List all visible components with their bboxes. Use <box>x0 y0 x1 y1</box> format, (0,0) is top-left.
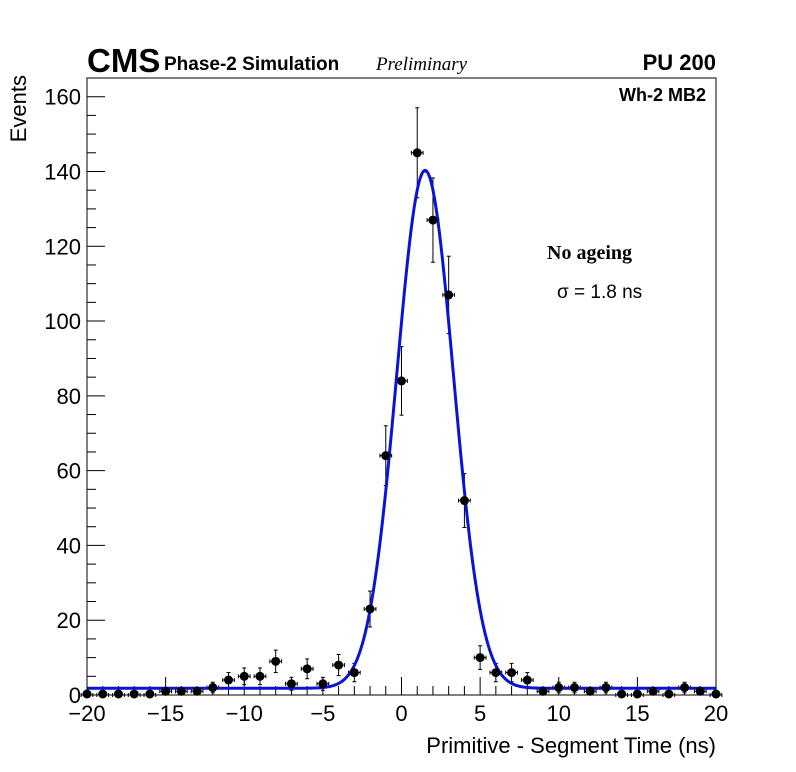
data-point <box>302 664 312 674</box>
y-tick-label: 100 <box>44 309 81 334</box>
data-point <box>334 660 344 670</box>
data-point <box>569 683 579 693</box>
data-point <box>129 689 139 699</box>
y-tick-label: 140 <box>44 159 81 184</box>
data-point <box>381 451 391 461</box>
x-tick-label: 5 <box>474 701 486 726</box>
data-point <box>664 689 674 699</box>
data-point <box>161 686 171 696</box>
data-point <box>459 496 469 506</box>
data-point <box>428 215 438 225</box>
data-point <box>286 679 296 689</box>
data-point <box>255 671 265 681</box>
y-tick-label: 60 <box>57 459 81 484</box>
x-tick-label: 10 <box>547 701 571 726</box>
y-tick-label: 120 <box>44 234 81 259</box>
x-tick-label: −20 <box>68 701 105 726</box>
data-point <box>192 686 202 696</box>
data-point <box>632 689 642 699</box>
station-label: Wh-2 MB2 <box>619 85 706 105</box>
simulation-label: Phase-2 Simulation <box>164 54 339 75</box>
data-point <box>475 653 485 663</box>
data-point <box>522 675 532 685</box>
y-tick-label: 40 <box>57 533 81 558</box>
data-point <box>695 686 705 696</box>
preliminary-label: Preliminary <box>375 54 468 75</box>
gaussian-fit-curve <box>87 168 716 690</box>
data-point <box>648 686 658 696</box>
data-point <box>680 683 690 693</box>
condition-label: No ageing <box>547 242 632 264</box>
data-point <box>585 686 595 696</box>
x-tick-label: 20 <box>704 701 728 726</box>
x-tick-label: −5 <box>310 701 335 726</box>
y-tick-label: 0 <box>69 683 81 708</box>
y-tick-label: 160 <box>44 85 81 110</box>
y-axis-label: Events <box>6 75 31 142</box>
x-tick-label: −10 <box>226 701 263 726</box>
data-point <box>444 290 454 300</box>
experiment-label: CMS <box>87 42 160 79</box>
y-tick-label: 80 <box>57 384 81 409</box>
data-point <box>176 686 186 696</box>
pileup-label: PU 200 <box>643 50 716 75</box>
data-point <box>491 668 501 678</box>
data-point <box>208 683 218 693</box>
data-point <box>271 656 281 666</box>
data-point <box>507 668 517 678</box>
error-bars <box>80 107 723 697</box>
data-point <box>412 148 422 158</box>
data-point <box>113 689 123 699</box>
data-point <box>538 686 548 696</box>
data-point <box>617 689 627 699</box>
sigma-label: σ = 1.8 ns <box>557 282 642 303</box>
y-tick-label: 20 <box>57 608 81 633</box>
tick-labels: −20 −15 −10 −5 0 5 10 15 20 0 20 40 60 80 100 120 140 160 <box>44 85 728 726</box>
x-tick-label: 15 <box>625 701 649 726</box>
data-point <box>239 671 249 681</box>
data-point <box>554 683 564 693</box>
data-point <box>397 376 406 386</box>
data-point <box>318 679 328 689</box>
x-tick-label: 0 <box>395 701 407 726</box>
x-tick-label: −15 <box>147 701 184 726</box>
data-point <box>349 668 359 678</box>
x-axis-label: Primitive - Segment Time (ns) <box>426 733 716 758</box>
data-point <box>145 689 155 699</box>
data-point <box>601 683 611 693</box>
plot-frame <box>86 77 717 696</box>
data-point <box>98 689 108 699</box>
data-point <box>224 675 234 685</box>
data-points <box>82 148 721 699</box>
data-point <box>365 604 375 614</box>
